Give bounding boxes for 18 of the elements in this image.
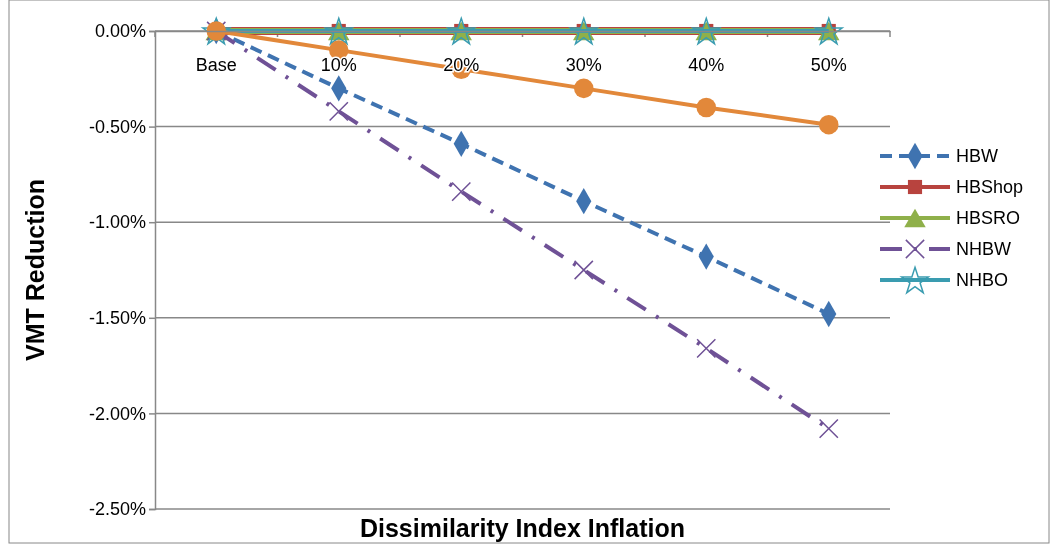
legend-label: NHBW — [956, 239, 1011, 259]
y-tick-label: -2.50% — [88, 499, 146, 520]
y-tick-label: -2.00% — [88, 403, 146, 424]
y-tick-label: -0.50% — [88, 116, 146, 137]
x-tick-label: 10% — [320, 54, 357, 75]
legend-label: HBSRO — [956, 208, 1021, 228]
x-axis-title: Dissimilarity Index Inflation — [359, 514, 686, 542]
y-tick-label: 0.00% — [94, 21, 146, 42]
y-tick-label: -1.00% — [88, 212, 146, 233]
y-tick-label: -1.50% — [88, 308, 146, 329]
legend-label: HBW — [956, 146, 998, 166]
legend-label: HBShop — [956, 177, 1024, 197]
x-tick-label: 30% — [565, 54, 602, 75]
x-tick-label: 50% — [810, 54, 847, 75]
x-tick-label: 40% — [688, 54, 725, 75]
y-axis-title: VMT Reduction — [21, 179, 49, 361]
x-tick-label: Base — [195, 54, 237, 75]
legend-label: NHBO — [956, 270, 1009, 290]
